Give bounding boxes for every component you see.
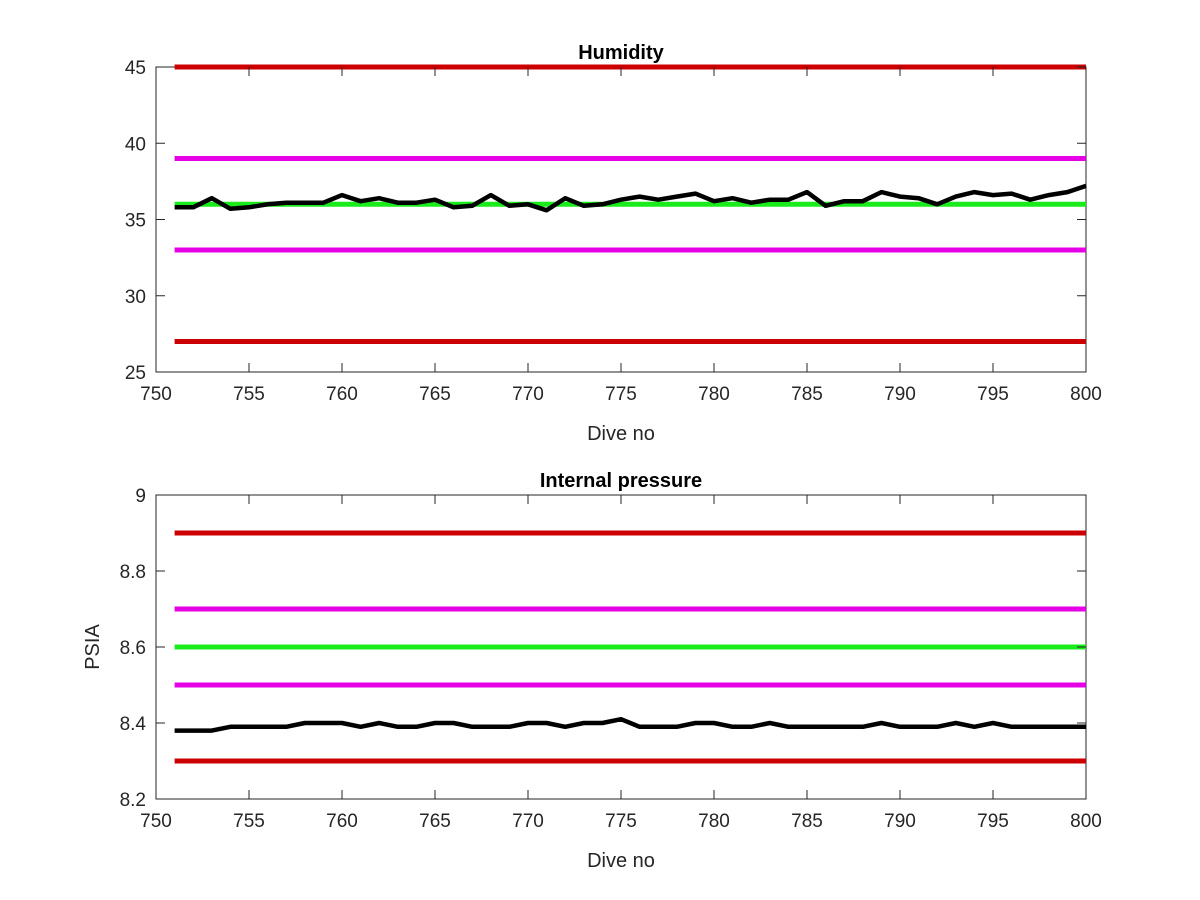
x-tick-label: 755 [233,384,265,405]
x-tick-label: 770 [512,384,544,405]
y-axis-label: PSIA [82,624,104,670]
x-tick-label: 780 [698,384,730,405]
y-tick-label: 40 [125,134,146,155]
y-tick-label: 45 [125,58,146,79]
y-tick-label: 25 [125,363,146,384]
x-tick-label: 790 [884,384,916,405]
y-tick-label: 30 [125,287,146,308]
x-tick-label: 760 [326,384,358,405]
x-tick-label: 790 [884,811,916,832]
y-tick-label: 8.6 [120,638,146,659]
x-tick-label: 785 [791,811,823,832]
x-tick-label: 775 [605,384,637,405]
x-tick-label: 800 [1070,811,1102,832]
data-series-line [174,183,1087,213]
y-tick-label: 8.2 [120,790,146,811]
data-series-line [174,716,1086,733]
x-tick-label: 750 [140,811,172,832]
y-tick-label: 8.4 [120,714,147,735]
x-tick-label: 760 [326,811,358,832]
chart-title: Humidity [578,42,664,64]
internal-pressure-chart: 750 755 760 765 770 775 780 785 790 795 800 8.2 8.4 8… [82,470,1102,872]
x-tick-label: 750 [140,384,172,405]
y-tick-label: 8.8 [120,562,146,583]
x-tick-label: 795 [977,811,1009,832]
x-tick-label: 765 [419,384,451,405]
x-tick-label: 770 [512,811,544,832]
y-tick-label: 9 [135,486,146,507]
y-tick-label: 35 [125,211,146,232]
x-tick-label: 765 [419,811,451,832]
x-axis-label: Dive no [587,850,655,872]
x-axis-label: Dive no [587,423,655,445]
axes-box [155,66,1087,373]
x-tick-label: 775 [605,811,637,832]
x-tick-label: 755 [233,811,265,832]
x-tick-label: 785 [791,384,823,405]
x-tick-label: 780 [698,811,730,832]
x-tick-label: 800 [1070,384,1102,405]
chart-title: Internal pressure [540,470,702,492]
humidity-chart: 750 755 760 765 770 775 780 785 790 795 800 25 30 35 4… [125,42,1102,445]
x-tick-label: 795 [977,384,1009,405]
